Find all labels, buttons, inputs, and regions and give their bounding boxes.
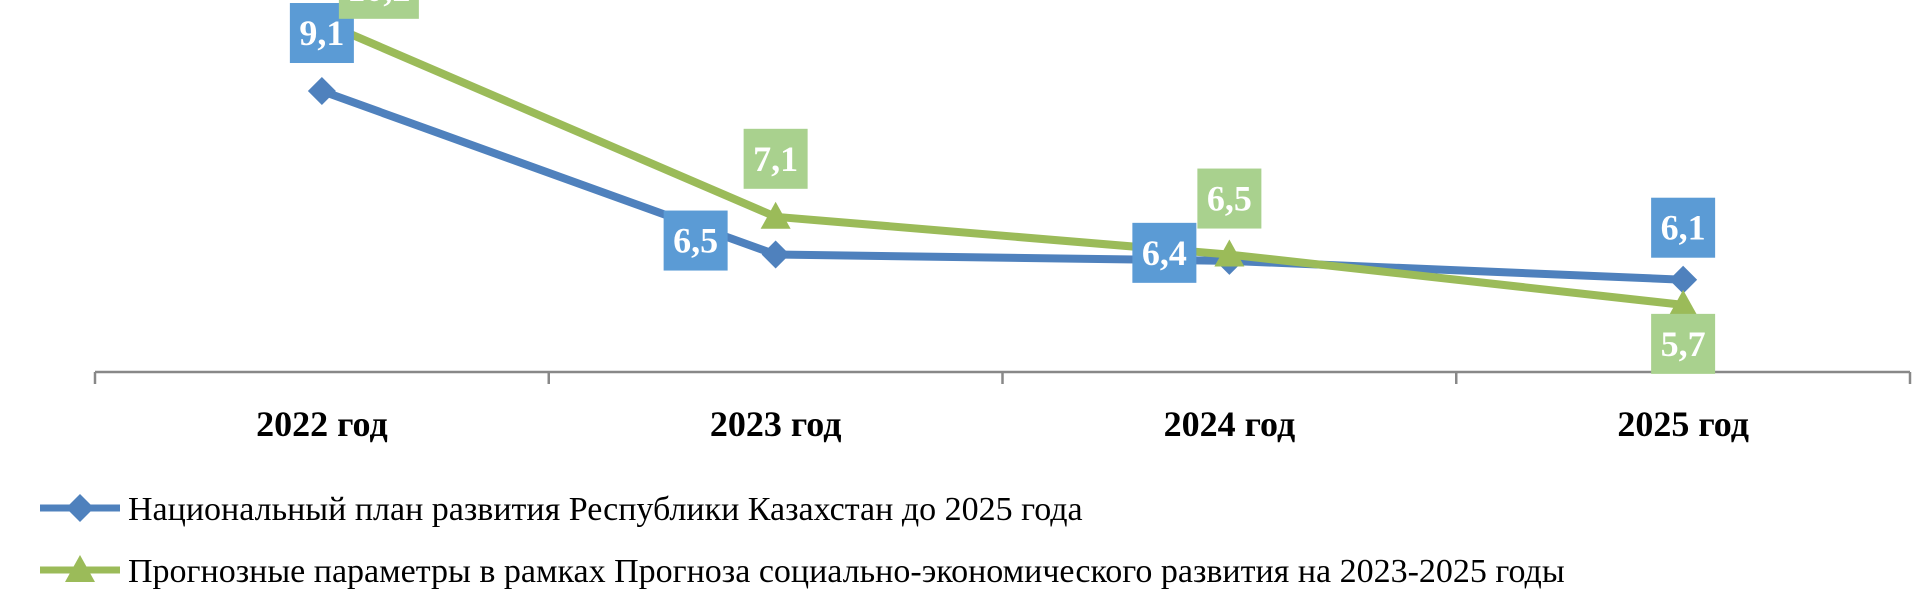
data-label-box [1651, 313, 1716, 374]
data-label-box [1651, 197, 1716, 258]
x-tick-label: 2024 год [1164, 404, 1296, 444]
data-label: 6,4 [1142, 233, 1187, 273]
data-label-box [1132, 222, 1197, 283]
series-1-point [307, 77, 336, 106]
data-label: 7,1 [753, 139, 798, 179]
legend-label: Национальный план развития Республики Ка… [128, 491, 1083, 528]
data-label: 10,2 [347, 0, 410, 9]
x-tick-label: 2022 год [256, 404, 388, 444]
series-line-1 [317, 87, 1688, 284]
data-label: 6,1 [1661, 208, 1706, 248]
data-label: 9,1 [299, 13, 344, 53]
legend: Национальный план развития Республики Ка… [40, 491, 1565, 590]
series-1-point [1669, 265, 1698, 294]
data-label-box [338, 0, 419, 19]
series-line-2 [317, 17, 1688, 309]
data-labels: 9,1 6,5 6,4 6,1 10,2 7,1 6,5 5,7 [289, 0, 1716, 374]
series-1-point [761, 240, 790, 269]
triangle-icon [65, 555, 95, 582]
data-label: 5,7 [1661, 324, 1706, 364]
diamond-icon [66, 494, 94, 522]
data-label-box [1197, 168, 1262, 229]
legend-item: Прогнозные параметры в рамках Прогноза с… [40, 553, 1565, 590]
data-label-box [743, 128, 808, 189]
series-2-point [760, 201, 791, 229]
x-tick-label: 2023 год [710, 404, 842, 444]
x-axis: 2022 год 2023 год 2024 год 2025 год [93, 370, 1912, 444]
x-tick-label: 2025 год [1617, 404, 1749, 444]
series-layer [306, 6, 1699, 317]
series-2-point [1668, 289, 1699, 317]
series-2-point [1214, 239, 1245, 267]
data-label: 6,5 [1207, 179, 1252, 219]
data-label: 6,5 [673, 221, 718, 261]
legend-item: Национальный план развития Республики Ка… [40, 491, 1083, 528]
legend-label: Прогнозные параметры в рамках Прогноза с… [128, 553, 1565, 590]
data-label-box [663, 210, 728, 271]
